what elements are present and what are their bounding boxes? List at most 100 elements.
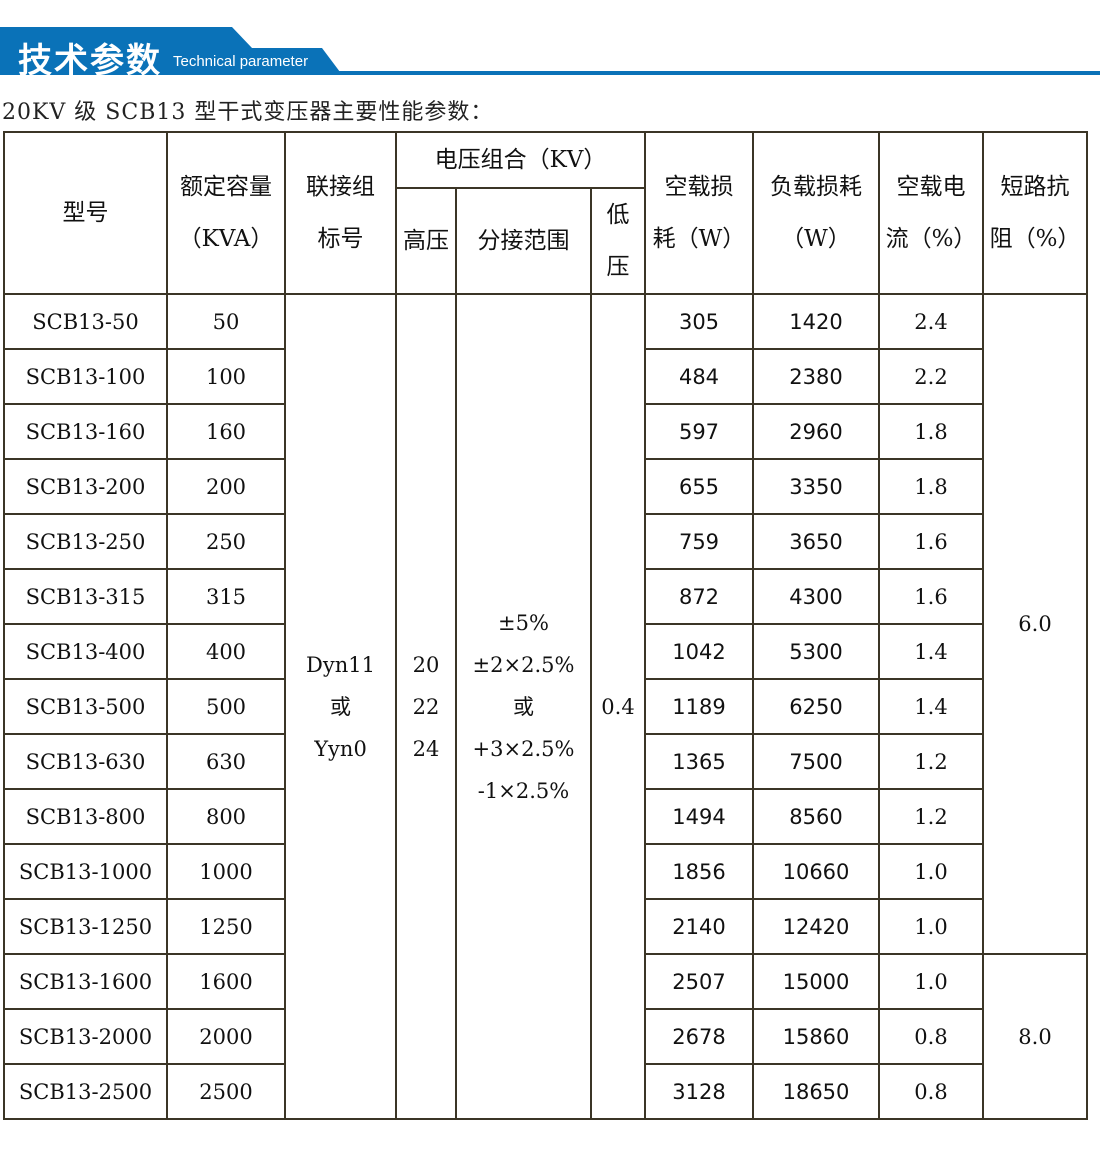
no-load-current-cell: 1.0 — [878, 898, 984, 955]
load-loss-cell: 2380 — [752, 348, 880, 405]
hv-cell: 20 22 24 — [395, 293, 457, 1120]
load-loss-cell: 8560 — [752, 788, 880, 845]
load-loss-cell: 12420 — [752, 898, 880, 955]
load-loss-cell: 3650 — [752, 513, 880, 570]
model-cell: SCB13-1250 — [3, 898, 168, 955]
banner-subtitle: Technical parameter — [173, 53, 309, 70]
table-row: SCB13-315 315 872 4300 1.6 — [3, 568, 1087, 625]
header-capacity: 额定容量 （KVA） — [166, 131, 286, 295]
header-line: 额定容量 — [180, 174, 272, 200]
header-line: 压 — [606, 254, 630, 280]
table-row: SCB13-400 400 1042 5300 1.4 — [3, 623, 1087, 680]
no-load-loss-cell: 1856 — [644, 843, 754, 900]
capacity-cell: 50 — [166, 293, 286, 350]
capacity-cell: 1250 — [166, 898, 286, 955]
capacity-cell: 100 — [166, 348, 286, 405]
header-hv: 高压 — [395, 187, 457, 295]
no-load-current-cell: 1.8 — [878, 458, 984, 515]
capacity-cell: 2000 — [166, 1008, 286, 1065]
header-line: 耗（W） — [652, 226, 746, 252]
no-load-loss-cell: 2140 — [644, 898, 754, 955]
capacity-cell: 250 — [166, 513, 286, 570]
table-row: SCB13-800 800 1494 8560 1.2 — [3, 788, 1087, 845]
merged-line: Yyn0 — [314, 736, 367, 761]
header-voltage-group: 电压组合（KV） — [395, 131, 646, 189]
table-caption: 20KV 级 SCB13 型干式变压器主要性能参数： — [2, 100, 494, 125]
header-line: 空载电 — [896, 174, 966, 200]
capacity-cell: 630 — [166, 733, 286, 790]
model-cell: SCB13-50 — [3, 293, 168, 350]
load-loss-cell: 18650 — [752, 1063, 880, 1120]
no-load-loss-cell: 655 — [644, 458, 754, 515]
model-cell: SCB13-200 — [3, 458, 168, 515]
no-load-loss-cell: 305 — [644, 293, 754, 350]
no-load-loss-cell: 759 — [644, 513, 754, 570]
parameter-table: 型号 额定容量 （KVA） 联接组 标号 电压组合（KV） 空载损 耗（W） 负载损耗… — [3, 131, 1088, 1120]
header-lv: 低压 — [590, 187, 646, 295]
merged-line: Dyn11 — [306, 652, 375, 677]
capacity-cell: 315 — [166, 568, 286, 625]
no-load-loss-cell: 1365 — [644, 733, 754, 790]
tap-cell: ±5% ±2×2.5% 或 +3×2.5% -1×2.5% — [455, 293, 592, 1120]
header-line: 流（%） — [885, 226, 977, 252]
no-load-current-cell: 0.8 — [878, 1008, 984, 1065]
load-loss-cell: 2960 — [752, 403, 880, 460]
capacity-cell: 400 — [166, 623, 286, 680]
header-no-load-current: 空载电流（%） — [878, 131, 984, 295]
table-row: SCB13-1600 1600 2507 15000 1.0 8.0 — [3, 953, 1088, 1120]
capacity-cell: 500 — [166, 678, 286, 735]
load-loss-cell: 10660 — [752, 843, 880, 900]
header-load-loss: 负载损耗 （W） — [752, 131, 880, 295]
header-line: 阻（%） — [989, 226, 1081, 252]
model-cell: SCB13-2000 — [3, 1008, 168, 1065]
model-cell: SCB13-500 — [3, 678, 168, 735]
header-tap: 分接范围 — [455, 187, 592, 295]
load-loss-cell: 7500 — [752, 733, 880, 790]
merged-line: 或 — [330, 694, 351, 719]
model-cell: SCB13-315 — [3, 568, 168, 625]
header-line: 空载损 — [664, 174, 734, 200]
load-loss-cell: 3350 — [752, 458, 880, 515]
model-cell: SCB13-250 — [3, 513, 168, 570]
banner-title: 技术参数 — [18, 41, 162, 81]
merged-line: 20 — [412, 652, 440, 677]
table-row: SCB13-1000 1000 1856 10660 1.0 — [3, 843, 1087, 900]
model-cell: SCB13-400 — [3, 623, 168, 680]
no-load-loss-cell: 597 — [644, 403, 754, 460]
header-line: （W） — [781, 226, 851, 252]
no-load-current-cell: 2.2 — [878, 348, 984, 405]
merged-line: +3×2.5% — [472, 736, 575, 761]
merged-line: ±2×2.5% — [472, 652, 575, 677]
table-row: SCB13-500 500 1189 6250 1.4 — [3, 678, 1087, 735]
banner-shape — [0, 27, 1100, 75]
no-load-loss-cell: 484 — [644, 348, 754, 405]
table-row: SCB13-160 160 597 2960 1.8 — [3, 403, 1087, 460]
capacity-cell: 1000 — [166, 843, 286, 900]
load-loss-cell: 15860 — [752, 1008, 880, 1065]
section-banner: 技术参数 Technical parameter — [0, 0, 1100, 81]
merged-line: 或 — [513, 694, 534, 719]
impedance-cell: 6.0 — [982, 293, 1088, 955]
model-cell: SCB13-2500 — [3, 1063, 168, 1120]
header-line: （KVA） — [178, 226, 274, 252]
model-cell: SCB13-100 — [3, 348, 168, 405]
table-row: SCB13-50 50 Dyn11 或 Yyn0 20 22 24 ±5% ±2×2.5% 或 +3×… — [3, 293, 1088, 1120]
merged-line: -1×2.5% — [477, 778, 570, 803]
header-line: 低 — [606, 202, 630, 228]
header-line: 短路抗 — [1000, 174, 1070, 200]
load-loss-cell: 1420 — [752, 293, 880, 350]
model-cell: SCB13-1000 — [3, 843, 168, 900]
table-row: SCB13-2500 2500 3128 18650 0.8 — [3, 1063, 1087, 1120]
table-row: SCB13-2000 2000 2678 15860 0.8 — [3, 1008, 1087, 1065]
merged-line: ±5% — [498, 610, 549, 635]
header-line: 联接组 — [306, 174, 375, 200]
lv-cell: 0.4 — [590, 293, 646, 1120]
load-loss-cell: 4300 — [752, 568, 880, 625]
no-load-loss-cell: 2507 — [644, 953, 754, 1010]
no-load-current-cell: 1.6 — [878, 513, 984, 570]
no-load-loss-cell: 2678 — [644, 1008, 754, 1065]
no-load-loss-cell: 3128 — [644, 1063, 754, 1120]
load-loss-cell: 5300 — [752, 623, 880, 680]
table-row: SCB13-1250 1250 2140 12420 1.0 — [3, 898, 1087, 955]
no-load-current-cell: 1.8 — [878, 403, 984, 460]
